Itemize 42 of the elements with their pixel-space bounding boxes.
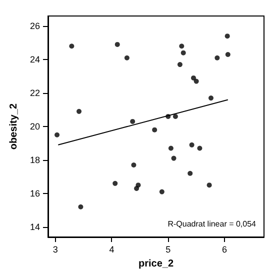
point: [206, 182, 212, 188]
point: [214, 55, 220, 60]
point: [224, 34, 230, 39]
point: [208, 96, 214, 101]
point: [54, 132, 60, 138]
point: [197, 146, 202, 151]
y-tick-label: 18: [30, 154, 40, 165]
y-tick-label: 16: [30, 188, 40, 198]
x-tick-label: 6: [222, 244, 228, 254]
point: [225, 52, 230, 58]
point: [78, 204, 84, 210]
point: [180, 50, 186, 56]
point: [136, 182, 141, 188]
y-tick-label: 14: [30, 222, 40, 232]
point: [171, 156, 176, 161]
x-tick-label: 4: [109, 244, 114, 254]
y-tick-label: 20: [30, 122, 40, 132]
x-tick-label: 5: [166, 244, 171, 254]
point: [179, 44, 184, 49]
point: [189, 142, 194, 148]
point: [159, 189, 164, 194]
y-tick-label: 26: [30, 21, 40, 32]
y-tick-label: 24: [30, 54, 40, 65]
point: [114, 42, 120, 47]
point: [152, 127, 158, 132]
point: [112, 180, 118, 186]
point: [124, 55, 130, 60]
point: [168, 146, 174, 151]
point: [130, 118, 136, 124]
point: [131, 162, 136, 168]
point: [177, 62, 182, 68]
point: [194, 78, 199, 84]
x-axis-title: price_2: [138, 258, 174, 270]
point: [191, 75, 196, 80]
annotation: R-Quadrat linear = 0,054: [168, 220, 257, 228]
x-tick-label: 3: [52, 244, 58, 254]
point: [69, 44, 74, 49]
point: [76, 108, 82, 114]
y-tick-label: 22: [30, 88, 40, 98]
y-axis-title: obesity_2: [8, 103, 20, 150]
point: [172, 114, 178, 119]
point: [188, 170, 193, 176]
